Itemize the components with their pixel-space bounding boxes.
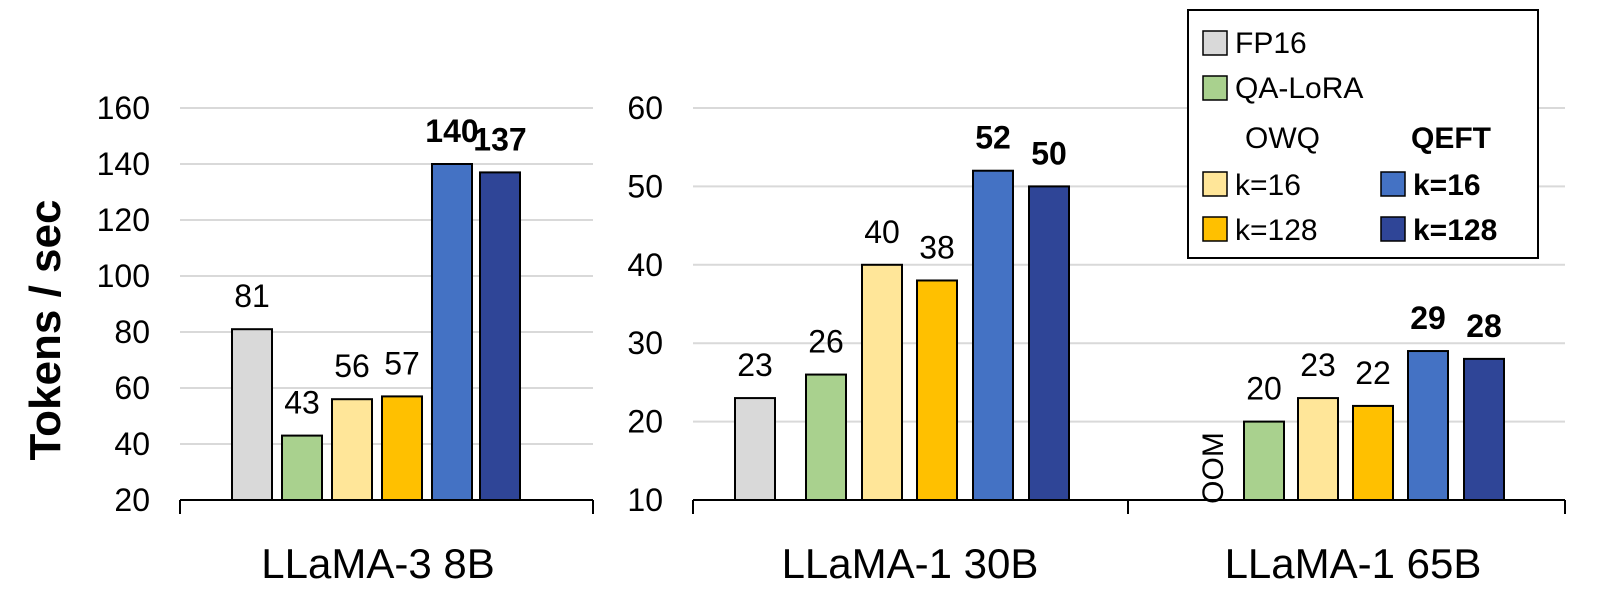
y-tick-label: 10	[627, 482, 663, 518]
data-label: 81	[234, 278, 270, 314]
bar	[479, 171, 521, 501]
data-label: 56	[334, 348, 370, 384]
legend: FP16 QA-LoRA OWQ QEFT k=16 k=16 k=128 k=…	[1187, 9, 1539, 259]
x-category-label: LLaMA-1 30B	[782, 540, 1039, 587]
data-label: 38	[919, 229, 955, 265]
y-axis-title: Tokens / sec	[21, 200, 70, 461]
y-tick-label: 40	[627, 247, 663, 283]
oom-label: OOM	[1197, 432, 1230, 504]
bar	[861, 263, 903, 501]
bar	[972, 169, 1014, 501]
data-label: 140	[425, 113, 478, 149]
bar	[805, 373, 847, 501]
legend-swatch-qalora	[1202, 75, 1228, 101]
y-tick-label: 20	[114, 482, 150, 518]
bar	[281, 434, 323, 502]
legend-label-fp16: FP16	[1235, 27, 1307, 60]
data-label: 26	[808, 324, 844, 360]
bar	[231, 328, 273, 502]
legend-swatch-owq-k16	[1202, 171, 1228, 197]
data-label: 43	[284, 385, 320, 421]
y-tick-label: 50	[627, 168, 663, 204]
bar	[1243, 420, 1285, 502]
legend-swatch-fp16	[1202, 30, 1228, 56]
legend-label-qalora: QA-LoRA	[1235, 72, 1363, 105]
y-tick-label: 120	[97, 202, 150, 238]
x-category-label: LLaMA-3 8B	[261, 540, 494, 587]
legend-label-qeft-k128: k=128	[1413, 214, 1497, 247]
legend-label-qeft-k16: k=16	[1413, 169, 1481, 202]
bar	[1463, 357, 1505, 501]
legend-header-qeft: QEFT	[1411, 122, 1491, 155]
data-label: 23	[1300, 347, 1336, 383]
x-category-label: LLaMA-1 65B	[1225, 540, 1482, 587]
y-tick-label: 160	[97, 90, 150, 126]
y-tick-label: 60	[114, 370, 150, 406]
legend-swatch-owq-k128	[1202, 216, 1228, 242]
data-label: 52	[975, 120, 1011, 156]
y-tick-label: 60	[627, 90, 663, 126]
bar	[1407, 350, 1449, 502]
y-tick-label: 100	[97, 258, 150, 294]
y-tick-label: 80	[114, 314, 150, 350]
legend-box	[1187, 9, 1539, 259]
bar	[916, 279, 958, 502]
y-tick-label: 40	[114, 426, 150, 462]
bar	[381, 395, 423, 501]
bar	[1028, 185, 1070, 501]
data-label: 29	[1410, 300, 1446, 336]
legend-swatch-qeft-k16	[1380, 171, 1406, 197]
legend-label-owq-k16: k=16	[1235, 169, 1301, 202]
legend-label-owq-k128: k=128	[1235, 214, 1318, 247]
bar	[1297, 397, 1339, 501]
bar	[331, 398, 373, 502]
data-label: 50	[1031, 135, 1067, 171]
bar	[1352, 404, 1394, 502]
y-tick-label: 20	[627, 404, 663, 440]
data-label: 137	[473, 121, 526, 157]
data-label: 57	[384, 345, 420, 381]
bar	[431, 163, 473, 501]
legend-swatch-qeft-k128	[1380, 216, 1406, 242]
y-tick-label: 30	[627, 325, 663, 361]
y-tick-label: 140	[97, 146, 150, 182]
data-label: 23	[737, 347, 773, 383]
bar	[734, 397, 776, 501]
data-label: 20	[1246, 371, 1282, 407]
data-label: 40	[864, 214, 900, 250]
data-label: 28	[1466, 308, 1502, 344]
data-label: 22	[1355, 355, 1391, 391]
legend-header-owq: OWQ	[1245, 122, 1320, 155]
